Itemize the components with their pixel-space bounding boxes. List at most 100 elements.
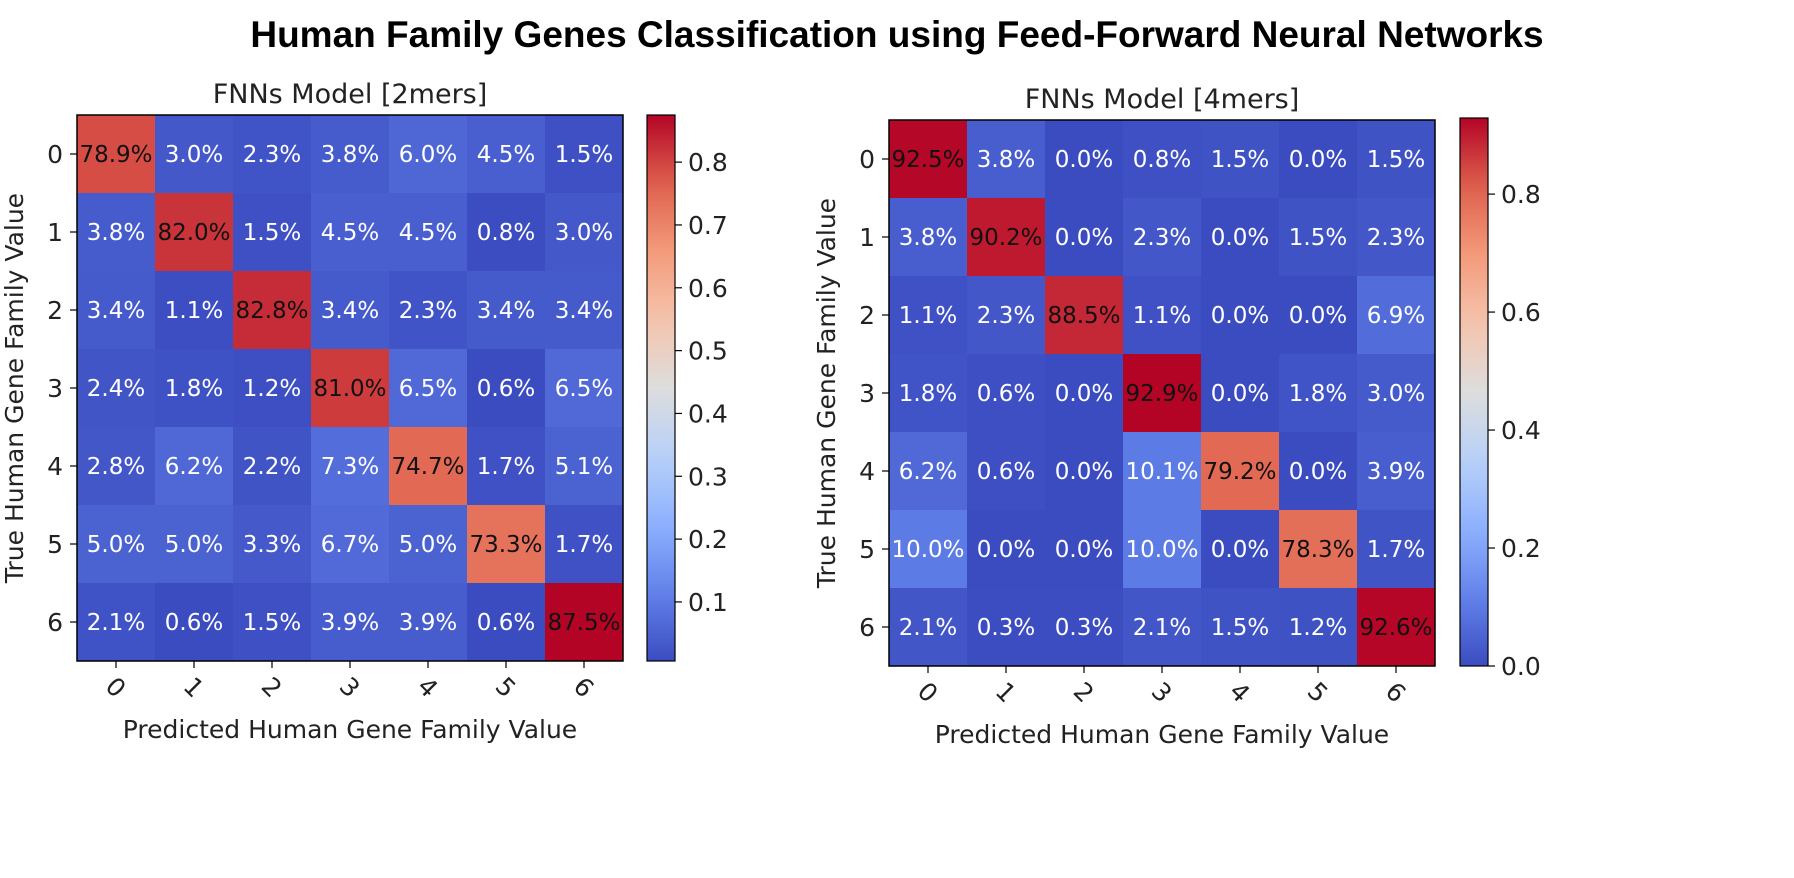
heatmap-cell [1357,198,1435,276]
cell-value-label: 78.3% [1281,537,1354,563]
cell-value-label: 1.8% [1289,381,1347,407]
colorbar-tick-label: 0.2 [1501,534,1541,563]
y-tick-label: 6 [859,613,875,642]
cell-value-label: 3.0% [1367,381,1425,407]
heatmap-cell [545,349,623,427]
heatmap-cell [967,276,1045,354]
heatmap-cell [967,510,1045,588]
heatmap-cell [1123,510,1201,588]
cell-value-label: 0.6% [477,376,535,402]
heatmap-cell [1357,432,1435,510]
heatmap-cell [1201,354,1279,432]
heatmap-cell [1201,198,1279,276]
colorbar-tick-label: 0.0 [1501,652,1541,681]
y-tick-label: 0 [859,145,875,174]
heatmap-cell [545,115,623,193]
cell-value-label: 6.5% [555,376,613,402]
cell-value-label: 6.2% [899,459,957,485]
heatmap-cell [155,193,233,271]
heatmap-cell [1279,588,1357,666]
heatmap-cell [889,432,967,510]
heatmap-cell [1123,432,1201,510]
cell-value-label: 2.3% [1133,225,1191,251]
cell-value-label: 2.1% [87,610,145,636]
cell-value-label: 74.7% [391,454,464,480]
cell-value-label: 1.2% [1289,615,1347,641]
y-tick-label: 1 [859,223,875,252]
heatmap-cell [1201,588,1279,666]
x-tick-label: 5 [490,671,522,703]
cell-value-label: 0.0% [1211,225,1269,251]
colorbar-tick-label: 0.7 [688,211,728,240]
x-tick-label: 5 [1302,676,1334,708]
heatmap-cell [77,349,155,427]
cell-value-label: 5.0% [87,532,145,558]
heatmap-cell [889,588,967,666]
cell-value-label: 0.0% [1289,147,1347,173]
y-tick-label: 2 [47,296,63,325]
y-tick-label: 2 [859,301,875,330]
cell-value-label: 1.5% [1289,225,1347,251]
cell-value-label: 92.6% [1359,615,1432,641]
cell-value-label: 6.0% [399,142,457,168]
x-axis-label: Predicted Human Gene Family Value [935,720,1389,749]
heatmap-cell [889,198,967,276]
y-axis-label: True Human Gene Family Value [812,198,841,589]
heatmap-cell [389,505,467,583]
cell-value-label: 0.6% [165,610,223,636]
heatmap-cell [311,349,389,427]
heatmap-cell [545,505,623,583]
heatmap-cell [311,193,389,271]
cell-value-label: 0.6% [977,381,1035,407]
heatmap-cell [77,115,155,193]
heatmap-cell [1123,120,1201,198]
heatmap-cell [155,505,233,583]
cell-value-label: 81.0% [313,376,386,402]
x-tick-label: 6 [568,671,600,703]
cell-value-label: 3.9% [321,610,379,636]
cell-value-label: 1.1% [165,298,223,324]
cell-value-label: 1.5% [243,220,301,246]
x-tick-label: 3 [334,671,366,703]
heatmap-cell [967,198,1045,276]
colorbar [646,114,676,662]
cell-value-label: 79.2% [1203,459,1276,485]
cell-value-label: 0.0% [1055,381,1113,407]
colorbar [1459,117,1489,667]
heatmap-cell [1279,432,1357,510]
heatmap-cell [155,427,233,505]
cell-value-label: 4.5% [477,142,535,168]
cell-value-label: 6.2% [165,454,223,480]
heatmap-cell [967,120,1045,198]
heatmap-cell [1045,510,1123,588]
cell-value-label: 3.8% [899,225,957,251]
heatmap-cell [467,349,545,427]
heatmap-cell [467,427,545,505]
y-tick-label: 3 [859,379,875,408]
heatmap-cell [1201,120,1279,198]
y-tick-label: 4 [859,457,875,486]
cell-value-label: 4.5% [399,220,457,246]
cell-value-label: 7.3% [321,454,379,480]
heatmap-cell [545,427,623,505]
heatmap-cell [1123,354,1201,432]
heatmap-cell [1279,510,1357,588]
cell-value-label: 3.0% [165,142,223,168]
cell-value-label: 1.5% [1211,147,1269,173]
x-tick-label: 0 [912,676,944,708]
heatmap-cell [1357,120,1435,198]
colorbar-tick-label: 0.4 [1501,416,1541,445]
heatmap-cell [967,588,1045,666]
heatmap-cell [967,432,1045,510]
cell-value-label: 0.0% [1211,303,1269,329]
cell-value-label: 73.3% [469,532,542,558]
cell-value-label: 6.9% [1367,303,1425,329]
x-tick-label: 4 [1224,676,1256,708]
x-tick-label: 2 [256,671,288,703]
cell-value-label: 0.0% [1289,459,1347,485]
cell-value-label: 3.4% [477,298,535,324]
heatmap-cell [155,349,233,427]
heatmap-cell [1201,432,1279,510]
heatmap-cell [1201,510,1279,588]
x-tick-label: 3 [1146,676,1178,708]
